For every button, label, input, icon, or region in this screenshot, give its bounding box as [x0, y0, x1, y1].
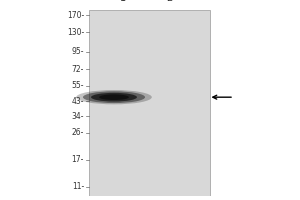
Text: 43-: 43-	[71, 97, 84, 106]
Ellipse shape	[99, 94, 129, 100]
Text: 26-: 26-	[72, 128, 84, 137]
Text: 95-: 95-	[71, 47, 84, 56]
Text: 2: 2	[167, 0, 172, 3]
Text: 55-: 55-	[71, 81, 84, 90]
Text: 17-: 17-	[72, 155, 84, 164]
Ellipse shape	[91, 93, 137, 102]
Text: 11-: 11-	[72, 182, 84, 191]
Text: 130-: 130-	[67, 28, 84, 37]
Ellipse shape	[83, 91, 145, 103]
Text: 1: 1	[120, 0, 126, 3]
Bar	[88, 10, 210, 196]
Text: 72-: 72-	[72, 65, 84, 74]
Text: 34-: 34-	[71, 112, 84, 121]
Ellipse shape	[76, 90, 152, 104]
Text: 170-: 170-	[67, 11, 84, 20]
